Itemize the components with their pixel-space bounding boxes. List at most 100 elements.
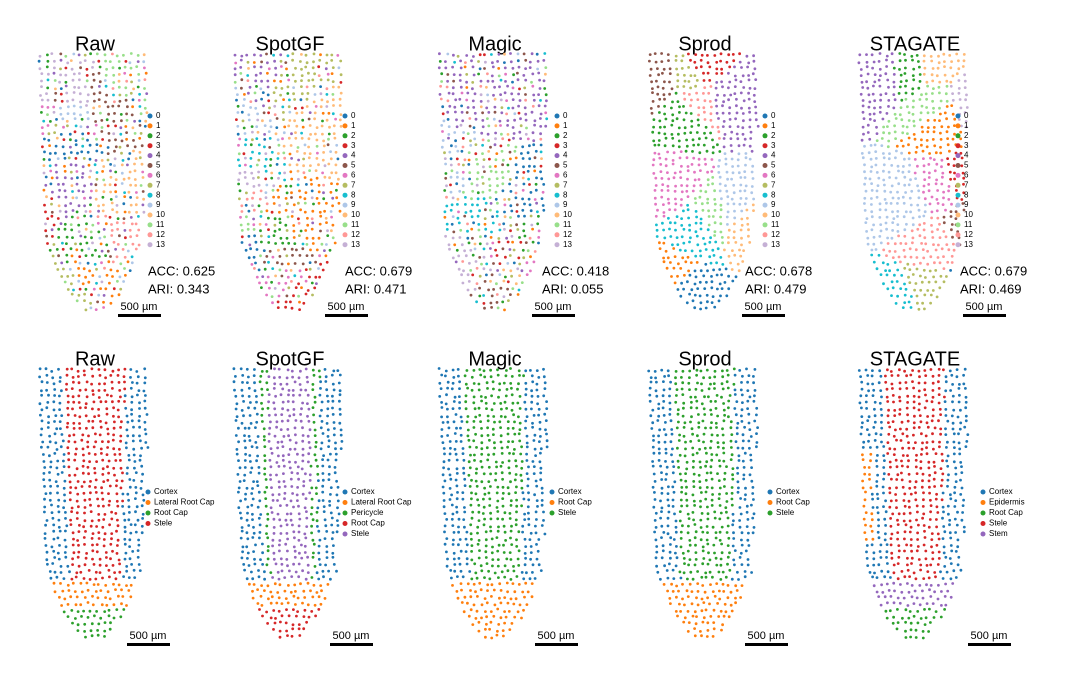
- spot: [129, 386, 133, 390]
- spot: [654, 202, 657, 206]
- spot: [91, 73, 95, 76]
- spot: [688, 273, 692, 277]
- spot: [739, 176, 743, 179]
- spot: [953, 157, 956, 161]
- spot: [283, 171, 286, 175]
- spot: [240, 529, 244, 533]
- spot: [928, 171, 931, 175]
- spot: [125, 569, 129, 573]
- spot: [527, 498, 531, 502]
- spot: [483, 222, 487, 226]
- spot: [48, 434, 51, 438]
- spot: [474, 432, 477, 436]
- spot: [484, 556, 488, 559]
- spot: [337, 66, 341, 70]
- spot: [521, 248, 525, 252]
- spot: [721, 85, 724, 89]
- spot: [911, 236, 915, 240]
- spot: [445, 537, 449, 540]
- spot: [336, 369, 340, 372]
- spot: [62, 465, 66, 468]
- spot: [255, 480, 259, 483]
- spot: [121, 159, 125, 162]
- spot: [544, 428, 547, 432]
- spot: [517, 432, 521, 436]
- spot: [670, 133, 674, 136]
- spot: [133, 145, 137, 149]
- spot: [453, 131, 457, 134]
- spot: [235, 415, 239, 418]
- spot: [328, 465, 331, 469]
- spot: [98, 557, 102, 561]
- spot: [81, 464, 85, 468]
- spot: [274, 617, 277, 620]
- spot: [335, 530, 339, 534]
- spot: [303, 596, 307, 599]
- spot: [89, 301, 92, 305]
- spot: [904, 91, 908, 95]
- spot: [545, 400, 548, 403]
- spot: [664, 117, 668, 121]
- legend-label: 10: [156, 210, 165, 219]
- spot: [876, 184, 880, 188]
- spot: [751, 203, 755, 207]
- spot: [335, 569, 338, 573]
- spot: [868, 137, 872, 141]
- spot: [947, 163, 950, 166]
- spot: [295, 493, 299, 497]
- spot: [523, 563, 527, 567]
- spot: [498, 420, 502, 424]
- spot: [103, 235, 106, 239]
- spot: [322, 151, 325, 154]
- spot: [113, 420, 116, 424]
- spot: [704, 248, 708, 251]
- spot: [946, 143, 950, 147]
- spot: [452, 79, 455, 83]
- spot: [91, 66, 94, 69]
- spot: [60, 389, 63, 393]
- spot: [531, 380, 535, 384]
- spot: [753, 87, 757, 90]
- spot: [497, 623, 501, 626]
- spot: [470, 227, 474, 231]
- spot: [281, 288, 285, 292]
- spot: [320, 441, 324, 445]
- legend-marker: [147, 192, 153, 198]
- spot: [94, 308, 98, 311]
- spot: [931, 99, 934, 103]
- spot: [58, 80, 61, 84]
- spot: [513, 149, 517, 153]
- spot: [950, 223, 954, 226]
- spot: [312, 84, 316, 88]
- spot: [331, 382, 335, 386]
- spot: [317, 190, 321, 194]
- spot: [284, 197, 288, 200]
- spot: [915, 267, 919, 271]
- spot: [516, 401, 520, 405]
- spot: [305, 516, 309, 520]
- spot: [676, 288, 680, 291]
- spot: [895, 149, 898, 153]
- spot: [653, 370, 657, 373]
- spot: [543, 387, 547, 390]
- spot: [86, 93, 90, 97]
- spot: [317, 267, 320, 270]
- spot: [536, 59, 540, 63]
- spot: [860, 138, 864, 142]
- spot: [99, 616, 103, 620]
- spot: [448, 498, 452, 501]
- spot: [530, 110, 534, 114]
- spot: [336, 524, 340, 527]
- spot: [725, 215, 729, 219]
- spot: [451, 407, 455, 410]
- spot: [511, 80, 514, 84]
- spot: [437, 367, 441, 370]
- spot: [485, 262, 489, 266]
- spot: [466, 288, 470, 292]
- spot: [112, 616, 116, 620]
- spot: [477, 406, 481, 410]
- spot: [272, 517, 276, 521]
- legend-marker: [147, 232, 153, 238]
- spot: [459, 569, 463, 573]
- spot: [85, 222, 88, 226]
